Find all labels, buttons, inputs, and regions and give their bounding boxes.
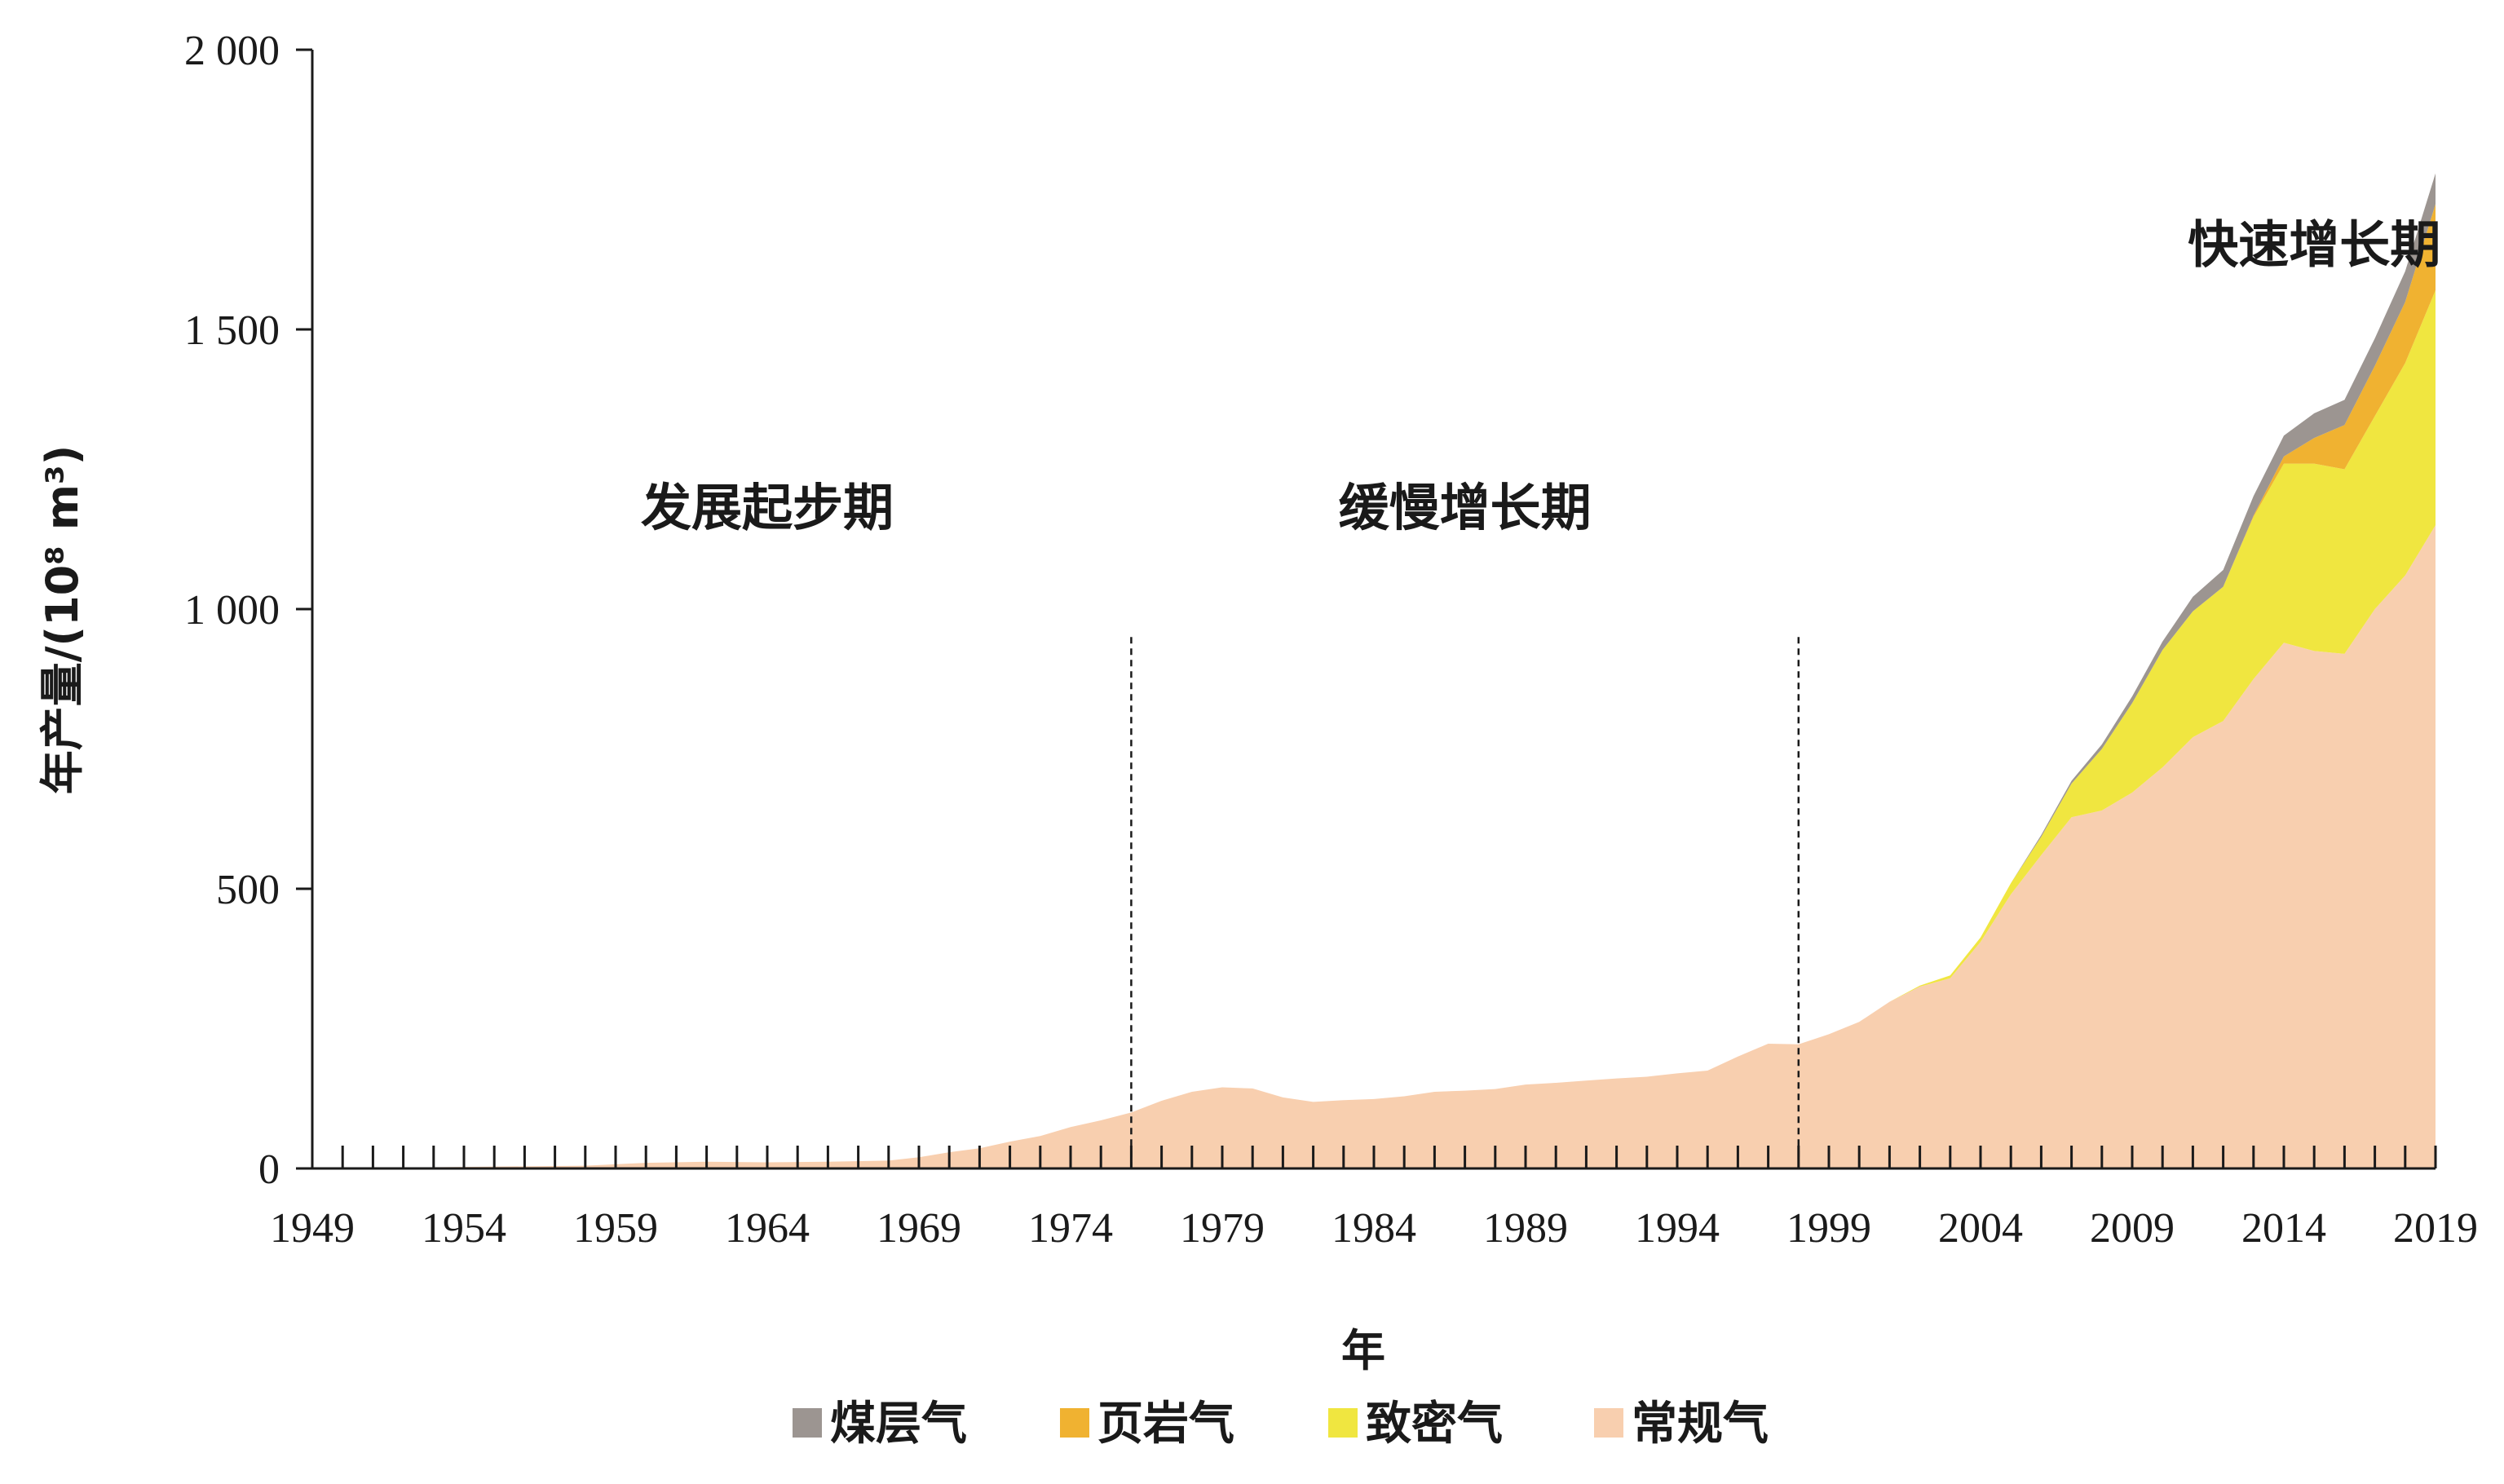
phase-label: 发展起步期 xyxy=(641,478,894,537)
x-tick-label: 1974 xyxy=(1028,1205,1113,1252)
x-tick-label: 1949 xyxy=(270,1205,355,1252)
y-tick-label: 1 000 xyxy=(184,587,280,634)
y-tick-label: 2 000 xyxy=(184,28,280,74)
x-tick-label: 2009 xyxy=(2090,1205,2175,1252)
legend: 煤层气 页岩气 致密气 常规气 xyxy=(793,1398,1769,1451)
phase-label: 快速增长期 xyxy=(2188,215,2440,275)
y-tick-label: 500 xyxy=(216,867,280,913)
x-tick-label: 1989 xyxy=(1483,1205,1568,1252)
legend-swatch xyxy=(1060,1408,1089,1438)
legend-label: 常规气 xyxy=(1632,1398,1769,1451)
x-axis-title: 年 xyxy=(1341,1325,1385,1376)
x-tick-label: 1954 xyxy=(422,1205,506,1252)
x-tick-label: 1979 xyxy=(1180,1205,1265,1252)
x-tick-label: 1999 xyxy=(1786,1205,1871,1252)
x-tick-label: 1959 xyxy=(573,1205,658,1252)
phase-labels: 发展起步期 缓慢增长期 快速增长期 xyxy=(641,215,2440,537)
area-series-0 xyxy=(312,525,2436,1168)
phase-divider-lines xyxy=(1130,637,1800,1168)
x-tick-label: 1964 xyxy=(725,1205,810,1252)
x-tick-label: 1994 xyxy=(1635,1205,1720,1252)
legend-label: 页岩气 xyxy=(1097,1398,1234,1451)
legend-label: 煤层气 xyxy=(830,1398,967,1451)
x-tick-label: 1984 xyxy=(1331,1205,1416,1252)
legend-swatch xyxy=(1594,1408,1623,1438)
x-tick-label: 2014 xyxy=(2241,1205,2326,1252)
y-axis-ticks: 0 500 1 000 1 500 2 000 xyxy=(184,28,312,1193)
phase-label: 缓慢增长期 xyxy=(1339,478,1592,537)
x-tick-label: 1969 xyxy=(877,1205,961,1252)
legend-label: 致密气 xyxy=(1366,1398,1503,1451)
legend-swatch xyxy=(793,1408,822,1438)
x-axis-minor-ticks xyxy=(311,1146,2437,1168)
y-axis-title: 年产量/(10⁸ m³) xyxy=(37,445,88,795)
y-tick-label: 0 xyxy=(258,1146,280,1193)
legend-swatch xyxy=(1328,1408,1358,1438)
area-series-group xyxy=(312,173,2436,1169)
x-tick-label: 2004 xyxy=(1938,1205,2023,1252)
y-tick-label: 1 500 xyxy=(184,307,280,354)
x-tick-label: 2019 xyxy=(2393,1205,2478,1252)
x-axis-ticks: 1949 1954 1959 1964 1969 1974 1979 1984 1989 1994… xyxy=(270,1205,2478,1252)
axes: 0 500 1 000 1 500 2 000 1949 1954 1959 1964 1969… xyxy=(184,28,2478,1252)
